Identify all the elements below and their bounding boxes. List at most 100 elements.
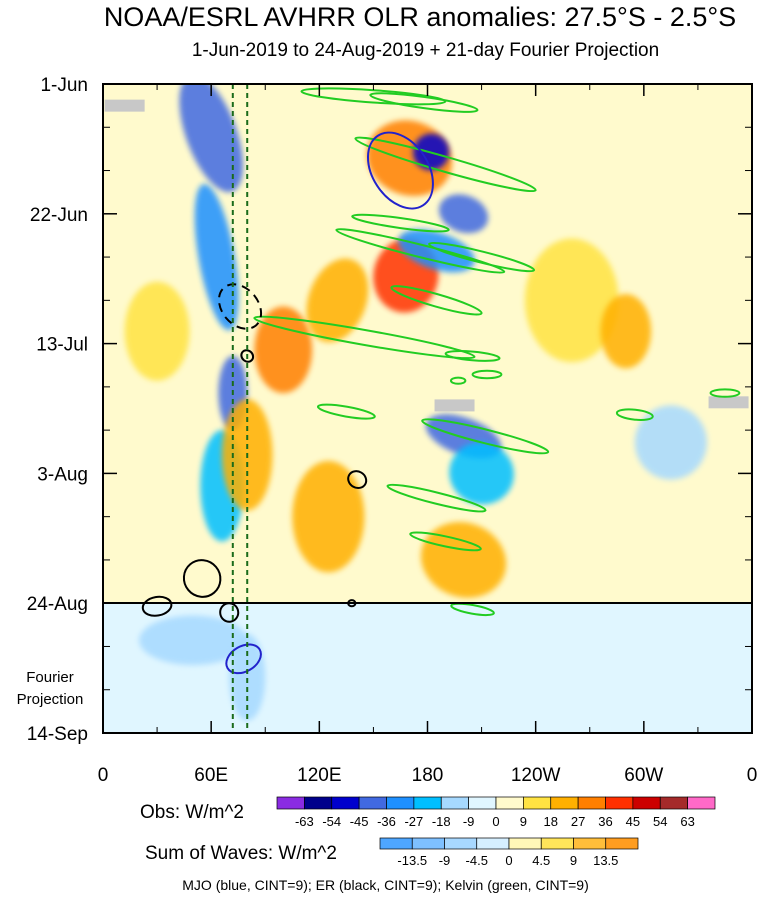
y-tick-label-5: 14-Sep xyxy=(27,724,88,745)
anomaly-blob-9 xyxy=(254,306,313,394)
mjo-contour-0 xyxy=(366,131,434,210)
x-tick-label-2: 120E xyxy=(297,765,341,786)
fourier-label-line1: Fourier xyxy=(26,669,74,686)
er-contour-1 xyxy=(240,349,255,363)
obs-label-6: -9 xyxy=(463,814,475,829)
anomaly-blob-14 xyxy=(306,258,369,343)
missing-data-2 xyxy=(708,396,749,409)
x-tick-label-0: 0 xyxy=(98,765,109,786)
wave-label-2: -4.5 xyxy=(466,853,488,868)
obs-label-11: 36 xyxy=(598,814,612,829)
obs-label-2: -45 xyxy=(350,814,369,829)
obs-swatch-10 xyxy=(550,796,579,810)
kelvin-contour-3 xyxy=(351,213,450,233)
kelvin-contour-11 xyxy=(709,388,741,398)
obs-label-4: -27 xyxy=(404,814,423,829)
missing-data-patches xyxy=(104,99,749,412)
anomaly-blob-20 xyxy=(139,615,248,666)
reference-lines xyxy=(231,84,249,733)
kelvin-contour-8 xyxy=(444,350,501,362)
y-tick-label-4: 24-Aug xyxy=(27,594,88,615)
wave-swatch-4 xyxy=(508,837,542,850)
x-tick-labels: 0 60E 120E 180 120W 60W 0 xyxy=(98,765,758,786)
kelvin-contour-1 xyxy=(369,92,479,113)
x-tick-label-3: 180 xyxy=(412,765,444,786)
wave-label-4: 4.5 xyxy=(532,853,550,868)
wave-label-1: -9 xyxy=(439,853,451,868)
wave-contours xyxy=(141,87,741,675)
obs-label-10: 27 xyxy=(571,814,585,829)
er-contour-2 xyxy=(347,470,368,489)
wave-label-6: 13.5 xyxy=(593,853,618,868)
contour-caption: MJO (blue, CINT=9); ER (black, CINT=9); … xyxy=(182,877,589,893)
kelvin-contour-13 xyxy=(421,418,550,455)
obs-swatch-2 xyxy=(331,796,360,810)
obs-swatch-15 xyxy=(687,796,716,810)
y-tick-labels: 1-Jun 22-Jun 13-Jul 3-Aug 24-Aug 14-Sep xyxy=(27,75,88,745)
olr-anomaly-field xyxy=(124,84,707,721)
kelvin-contour-7 xyxy=(253,315,476,360)
anomaly-blob-13 xyxy=(524,238,619,363)
anomaly-blob-15 xyxy=(420,522,507,598)
y-tick-label-2: 13-Jul xyxy=(36,335,88,356)
kelvin-contour-14 xyxy=(615,408,654,421)
kelvin-contour-5 xyxy=(428,241,536,273)
wave-swatch-5 xyxy=(540,837,574,850)
wave-swatch-1 xyxy=(411,837,445,850)
obs-colorbar: -63 -54 -45 -36 -27 -18 -9 0 9 18 27 36 45 54 63 xyxy=(276,796,716,829)
wave-swatch-7 xyxy=(605,837,639,850)
chart-subtitle: 1-Jun-2019 to 24-Aug-2019 + 21-day Fouri… xyxy=(191,40,660,61)
wave-swatch-3 xyxy=(476,837,510,850)
anomaly-blob-8 xyxy=(398,229,475,273)
anomaly-blob-16 xyxy=(449,442,514,505)
kelvin-contour-9 xyxy=(471,369,503,380)
wave-label-5: 9 xyxy=(570,853,577,868)
obs-label-3: -36 xyxy=(377,814,396,829)
kelvin-contour-12 xyxy=(316,403,376,420)
obs-swatch-4 xyxy=(386,796,415,810)
anomaly-blob-18 xyxy=(600,294,652,369)
obs-label-9: 18 xyxy=(544,814,558,829)
fourier-projection-label: Fourier Projection xyxy=(0,667,100,711)
obs-swatch-7 xyxy=(468,796,497,810)
obs-label-8: 9 xyxy=(520,814,527,829)
y-tick-label-3: 3-Aug xyxy=(37,464,88,485)
anomaly-blob-6 xyxy=(439,194,489,234)
chart-title: NOAA/ESRL AVHRR OLR anomalies: 27.5°S - … xyxy=(103,2,737,32)
wave-swatch-6 xyxy=(573,837,607,850)
kelvin-contour-17 xyxy=(450,602,495,617)
fourier-label-line2: Projection xyxy=(16,691,84,708)
anomaly-blob-17 xyxy=(634,405,707,480)
kelvin-contour-2 xyxy=(354,136,537,193)
kelvin-contour-6 xyxy=(390,285,483,316)
kelvin-contour-4 xyxy=(335,228,506,274)
wave-swatch-2 xyxy=(444,837,478,850)
obs-label-14: 63 xyxy=(680,814,694,829)
obs-label-12: 45 xyxy=(626,814,640,829)
kelvin-contour-10 xyxy=(449,376,467,385)
obs-swatch-3 xyxy=(358,796,387,810)
er-contour-0 xyxy=(217,283,263,330)
anomaly-blob-1 xyxy=(194,183,239,331)
anomaly-blob-12 xyxy=(292,461,365,573)
er-contour-3 xyxy=(182,559,222,598)
obs-swatch-1 xyxy=(304,796,333,810)
anomaly-blob-21 xyxy=(229,634,266,721)
y-tick-label-0: 1-Jun xyxy=(40,75,88,96)
obs-swatch-14 xyxy=(659,796,688,810)
kelvin-contour-15 xyxy=(386,483,487,513)
obs-swatch-13 xyxy=(632,796,661,810)
y-tick-label-1: 22-Jun xyxy=(30,205,88,226)
missing-data-0 xyxy=(104,99,145,112)
x-tick-label-1: 60E xyxy=(194,765,228,786)
axis-ticks xyxy=(102,83,753,734)
waves-colorbar: -13.5 -9 -4.5 0 4.5 9 13.5 xyxy=(379,837,639,868)
x-tick-label-5: 60W xyxy=(624,765,663,786)
missing-data-1 xyxy=(434,399,475,412)
obs-swatch-5 xyxy=(413,796,442,810)
waves-colorbar-title: Sum of Waves: W/m^2 xyxy=(145,843,337,864)
obs-label-7: 0 xyxy=(492,814,499,829)
obs-label-5: -18 xyxy=(432,814,451,829)
obs-swatch-8 xyxy=(495,796,524,810)
